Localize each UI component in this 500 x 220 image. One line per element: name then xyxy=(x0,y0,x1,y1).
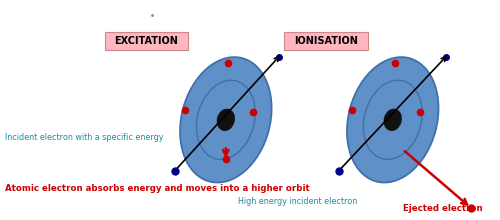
Text: Ejected electron: Ejected electron xyxy=(402,204,482,213)
Text: Atomic electron absorbs energy and moves into a higher orbit: Atomic electron absorbs energy and moves… xyxy=(5,184,310,193)
Ellipse shape xyxy=(364,80,422,160)
Text: High energy incident electron: High energy incident electron xyxy=(238,197,357,206)
Text: EXCITATION: EXCITATION xyxy=(114,36,178,46)
Ellipse shape xyxy=(196,80,255,160)
FancyBboxPatch shape xyxy=(284,32,368,50)
Ellipse shape xyxy=(384,109,401,130)
Ellipse shape xyxy=(180,57,272,183)
Ellipse shape xyxy=(347,57,438,183)
Ellipse shape xyxy=(218,109,234,130)
FancyBboxPatch shape xyxy=(105,32,188,50)
Text: Incident electron with a specific energy: Incident electron with a specific energy xyxy=(5,133,164,142)
Text: IONISATION: IONISATION xyxy=(294,36,358,46)
